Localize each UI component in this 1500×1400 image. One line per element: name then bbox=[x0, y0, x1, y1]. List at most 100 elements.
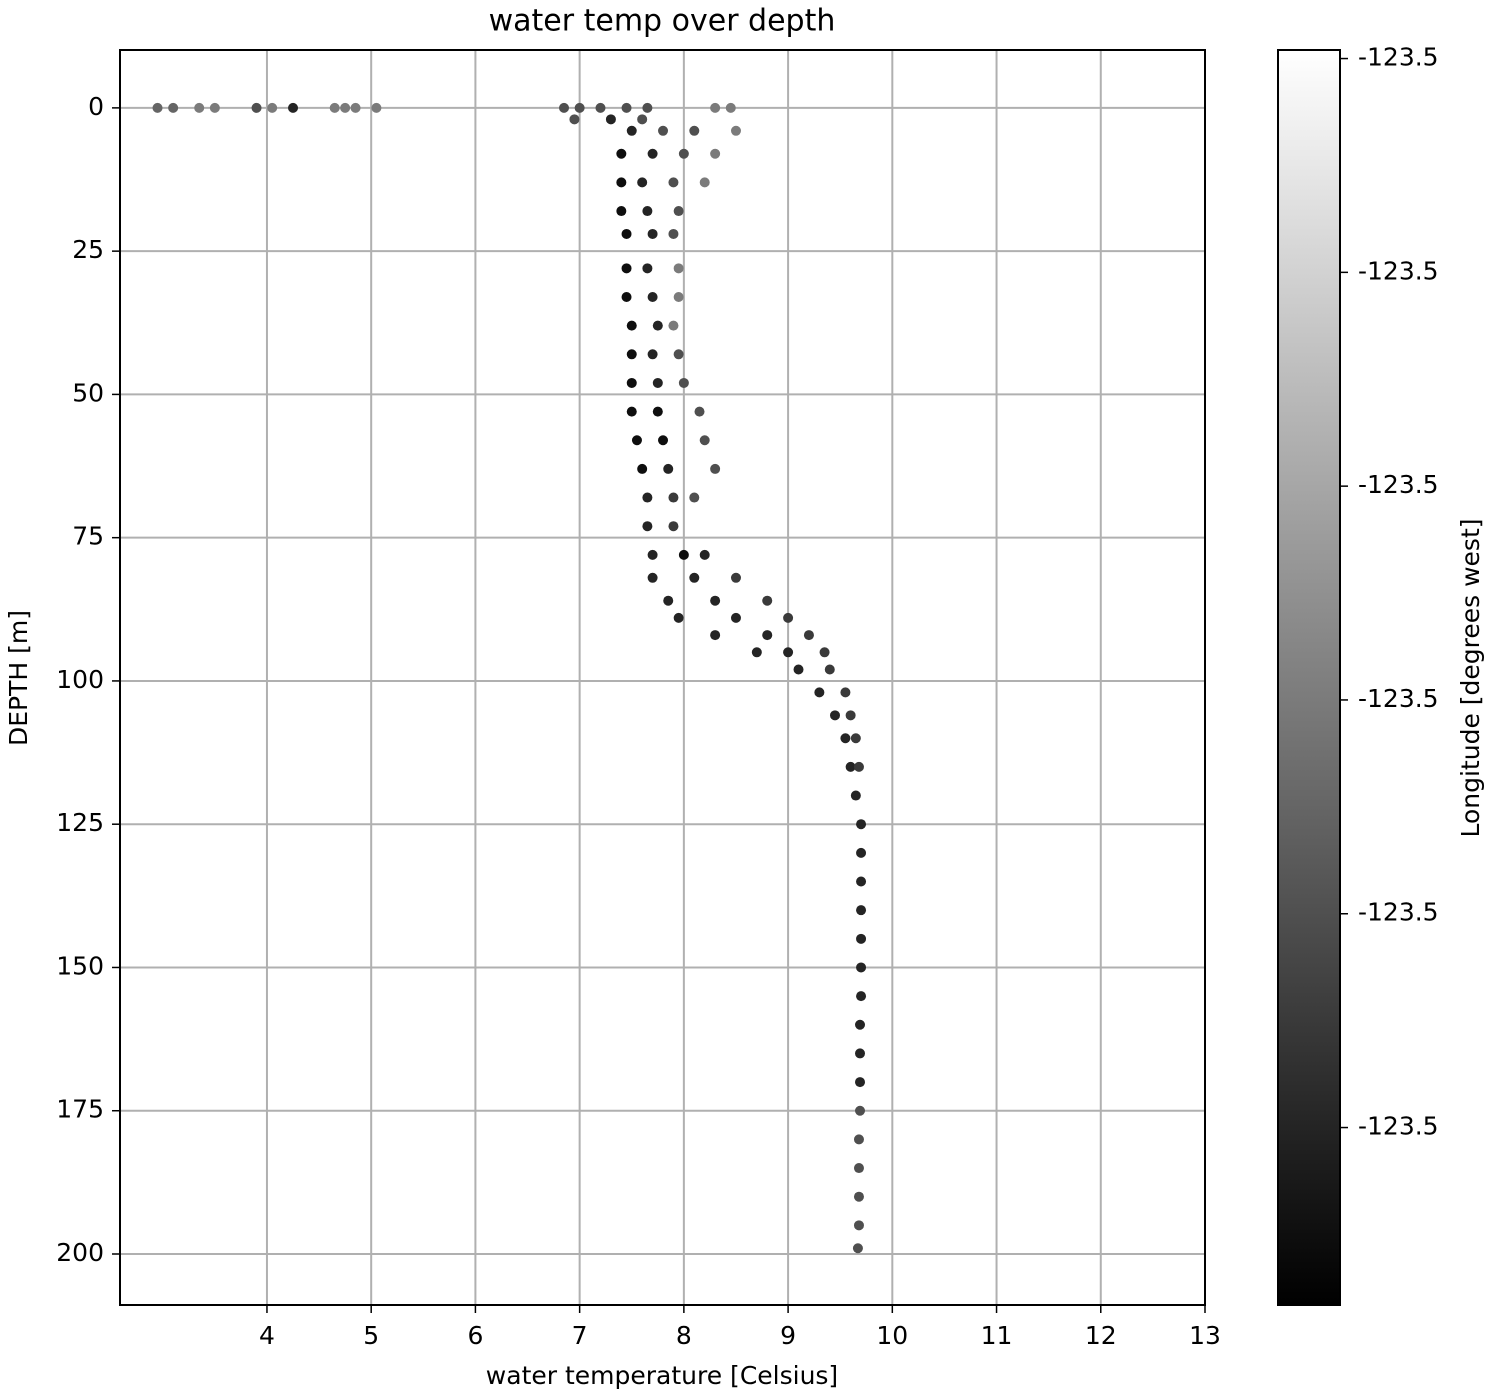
scatter-point bbox=[845, 761, 856, 772]
scatter-point bbox=[751, 647, 762, 658]
y-tick-label: 25 bbox=[72, 235, 104, 264]
x-tick-label: 9 bbox=[780, 1321, 796, 1350]
scatter-point bbox=[673, 349, 684, 360]
scatter-point bbox=[730, 125, 741, 136]
scatter-point bbox=[569, 114, 580, 125]
y-tick-label: 200 bbox=[56, 1238, 104, 1267]
scatter-point bbox=[251, 102, 262, 113]
scatter-point bbox=[819, 647, 830, 658]
scatter-point bbox=[668, 492, 679, 503]
y-tick-label: 100 bbox=[56, 665, 104, 694]
scatter-point bbox=[605, 114, 616, 125]
scatter-point bbox=[209, 102, 220, 113]
colorbar-tick-label: -123.5 bbox=[1358, 1112, 1439, 1141]
scatter-point bbox=[668, 521, 679, 532]
scatter-point bbox=[652, 320, 663, 331]
scatter-point bbox=[699, 435, 710, 446]
scatter-point bbox=[616, 206, 627, 217]
scatter-point bbox=[694, 406, 705, 417]
scatter-point bbox=[689, 492, 700, 503]
scatter-point bbox=[762, 595, 773, 606]
scatter-point bbox=[730, 612, 741, 623]
scatter-point bbox=[856, 962, 867, 973]
scatter-point bbox=[668, 177, 679, 188]
scatter-point bbox=[642, 206, 653, 217]
scatter-point bbox=[852, 1243, 863, 1254]
x-tick-label: 13 bbox=[1189, 1321, 1221, 1350]
colorbar-tick-label: -123.5 bbox=[1358, 43, 1439, 72]
scatter-point bbox=[329, 102, 340, 113]
colorbar-label: Longitude [degrees west] bbox=[1456, 518, 1485, 837]
scatter-point bbox=[853, 1191, 864, 1202]
scatter-point bbox=[856, 876, 867, 887]
scatter-point bbox=[762, 630, 773, 641]
scatter-point bbox=[621, 291, 632, 302]
scatter-point bbox=[855, 1077, 866, 1088]
colorbar-tick-label: -123.5 bbox=[1358, 898, 1439, 927]
scatter-point bbox=[678, 549, 689, 560]
scatter-point bbox=[689, 572, 700, 583]
y-tick-label: 50 bbox=[72, 378, 104, 407]
plot-area bbox=[120, 50, 1206, 1305]
scatter-point bbox=[725, 102, 736, 113]
scatter-point bbox=[856, 819, 867, 830]
scatter-point bbox=[574, 102, 585, 113]
scatter-point bbox=[689, 125, 700, 136]
axes-frame bbox=[119, 49, 1206, 1306]
scatter-point bbox=[678, 377, 689, 388]
scatter-point bbox=[710, 595, 721, 606]
y-tick-label: 0 bbox=[88, 92, 104, 121]
scatter-point bbox=[652, 406, 663, 417]
scatter-point bbox=[637, 177, 648, 188]
scatter-point bbox=[856, 847, 867, 858]
scatter-point bbox=[647, 291, 658, 302]
x-tick-label: 5 bbox=[363, 1321, 379, 1350]
scatter-point bbox=[783, 647, 794, 658]
x-tick-label: 6 bbox=[467, 1321, 483, 1350]
scatter-point bbox=[647, 349, 658, 360]
scatter-point bbox=[647, 148, 658, 159]
scatter-point bbox=[850, 733, 861, 744]
scatter-point bbox=[853, 1163, 864, 1174]
y-tick-label: 75 bbox=[72, 522, 104, 551]
scatter-point bbox=[668, 320, 679, 331]
y-tick-label: 150 bbox=[56, 951, 104, 980]
scatter-point bbox=[824, 664, 835, 675]
scatter-point bbox=[616, 177, 627, 188]
scatter-point bbox=[663, 463, 674, 474]
scatter-point bbox=[637, 463, 648, 474]
scatter-point bbox=[845, 710, 856, 721]
scatter-point bbox=[658, 435, 669, 446]
scatter-point bbox=[626, 320, 637, 331]
scatter-point bbox=[855, 1048, 866, 1059]
x-tick-label: 7 bbox=[572, 1321, 588, 1350]
x-tick-label: 12 bbox=[1085, 1321, 1117, 1350]
scatter-point bbox=[652, 377, 663, 388]
scatter-point bbox=[856, 905, 867, 916]
scatter-point bbox=[855, 1105, 866, 1116]
scatter-point bbox=[663, 595, 674, 606]
colorbar-tick-label: -123.5 bbox=[1358, 684, 1439, 713]
scatter-point bbox=[673, 612, 684, 623]
scatter-point bbox=[621, 102, 632, 113]
scatter-point bbox=[730, 572, 741, 583]
colorbar-tick-label: -123.5 bbox=[1358, 470, 1439, 499]
x-tick-label: 10 bbox=[876, 1321, 908, 1350]
scatter-point bbox=[288, 102, 299, 113]
scatter-point bbox=[678, 148, 689, 159]
scatter-point bbox=[194, 102, 205, 113]
colorbar-tick-label: -123.5 bbox=[1358, 256, 1439, 285]
scatter-point bbox=[829, 710, 840, 721]
scatter-point bbox=[626, 125, 637, 136]
scatter-point bbox=[616, 148, 627, 159]
x-tick-label: 11 bbox=[981, 1321, 1013, 1350]
scatter-point bbox=[658, 125, 669, 136]
scatter-point bbox=[626, 406, 637, 417]
x-axis-label: water temperature [Celsius] bbox=[486, 1361, 838, 1390]
scatter-point bbox=[559, 102, 570, 113]
scatter-point bbox=[699, 549, 710, 560]
scatter-point bbox=[699, 177, 710, 188]
scatter-point bbox=[350, 102, 361, 113]
scatter-point bbox=[673, 206, 684, 217]
scatter-point bbox=[710, 148, 721, 159]
